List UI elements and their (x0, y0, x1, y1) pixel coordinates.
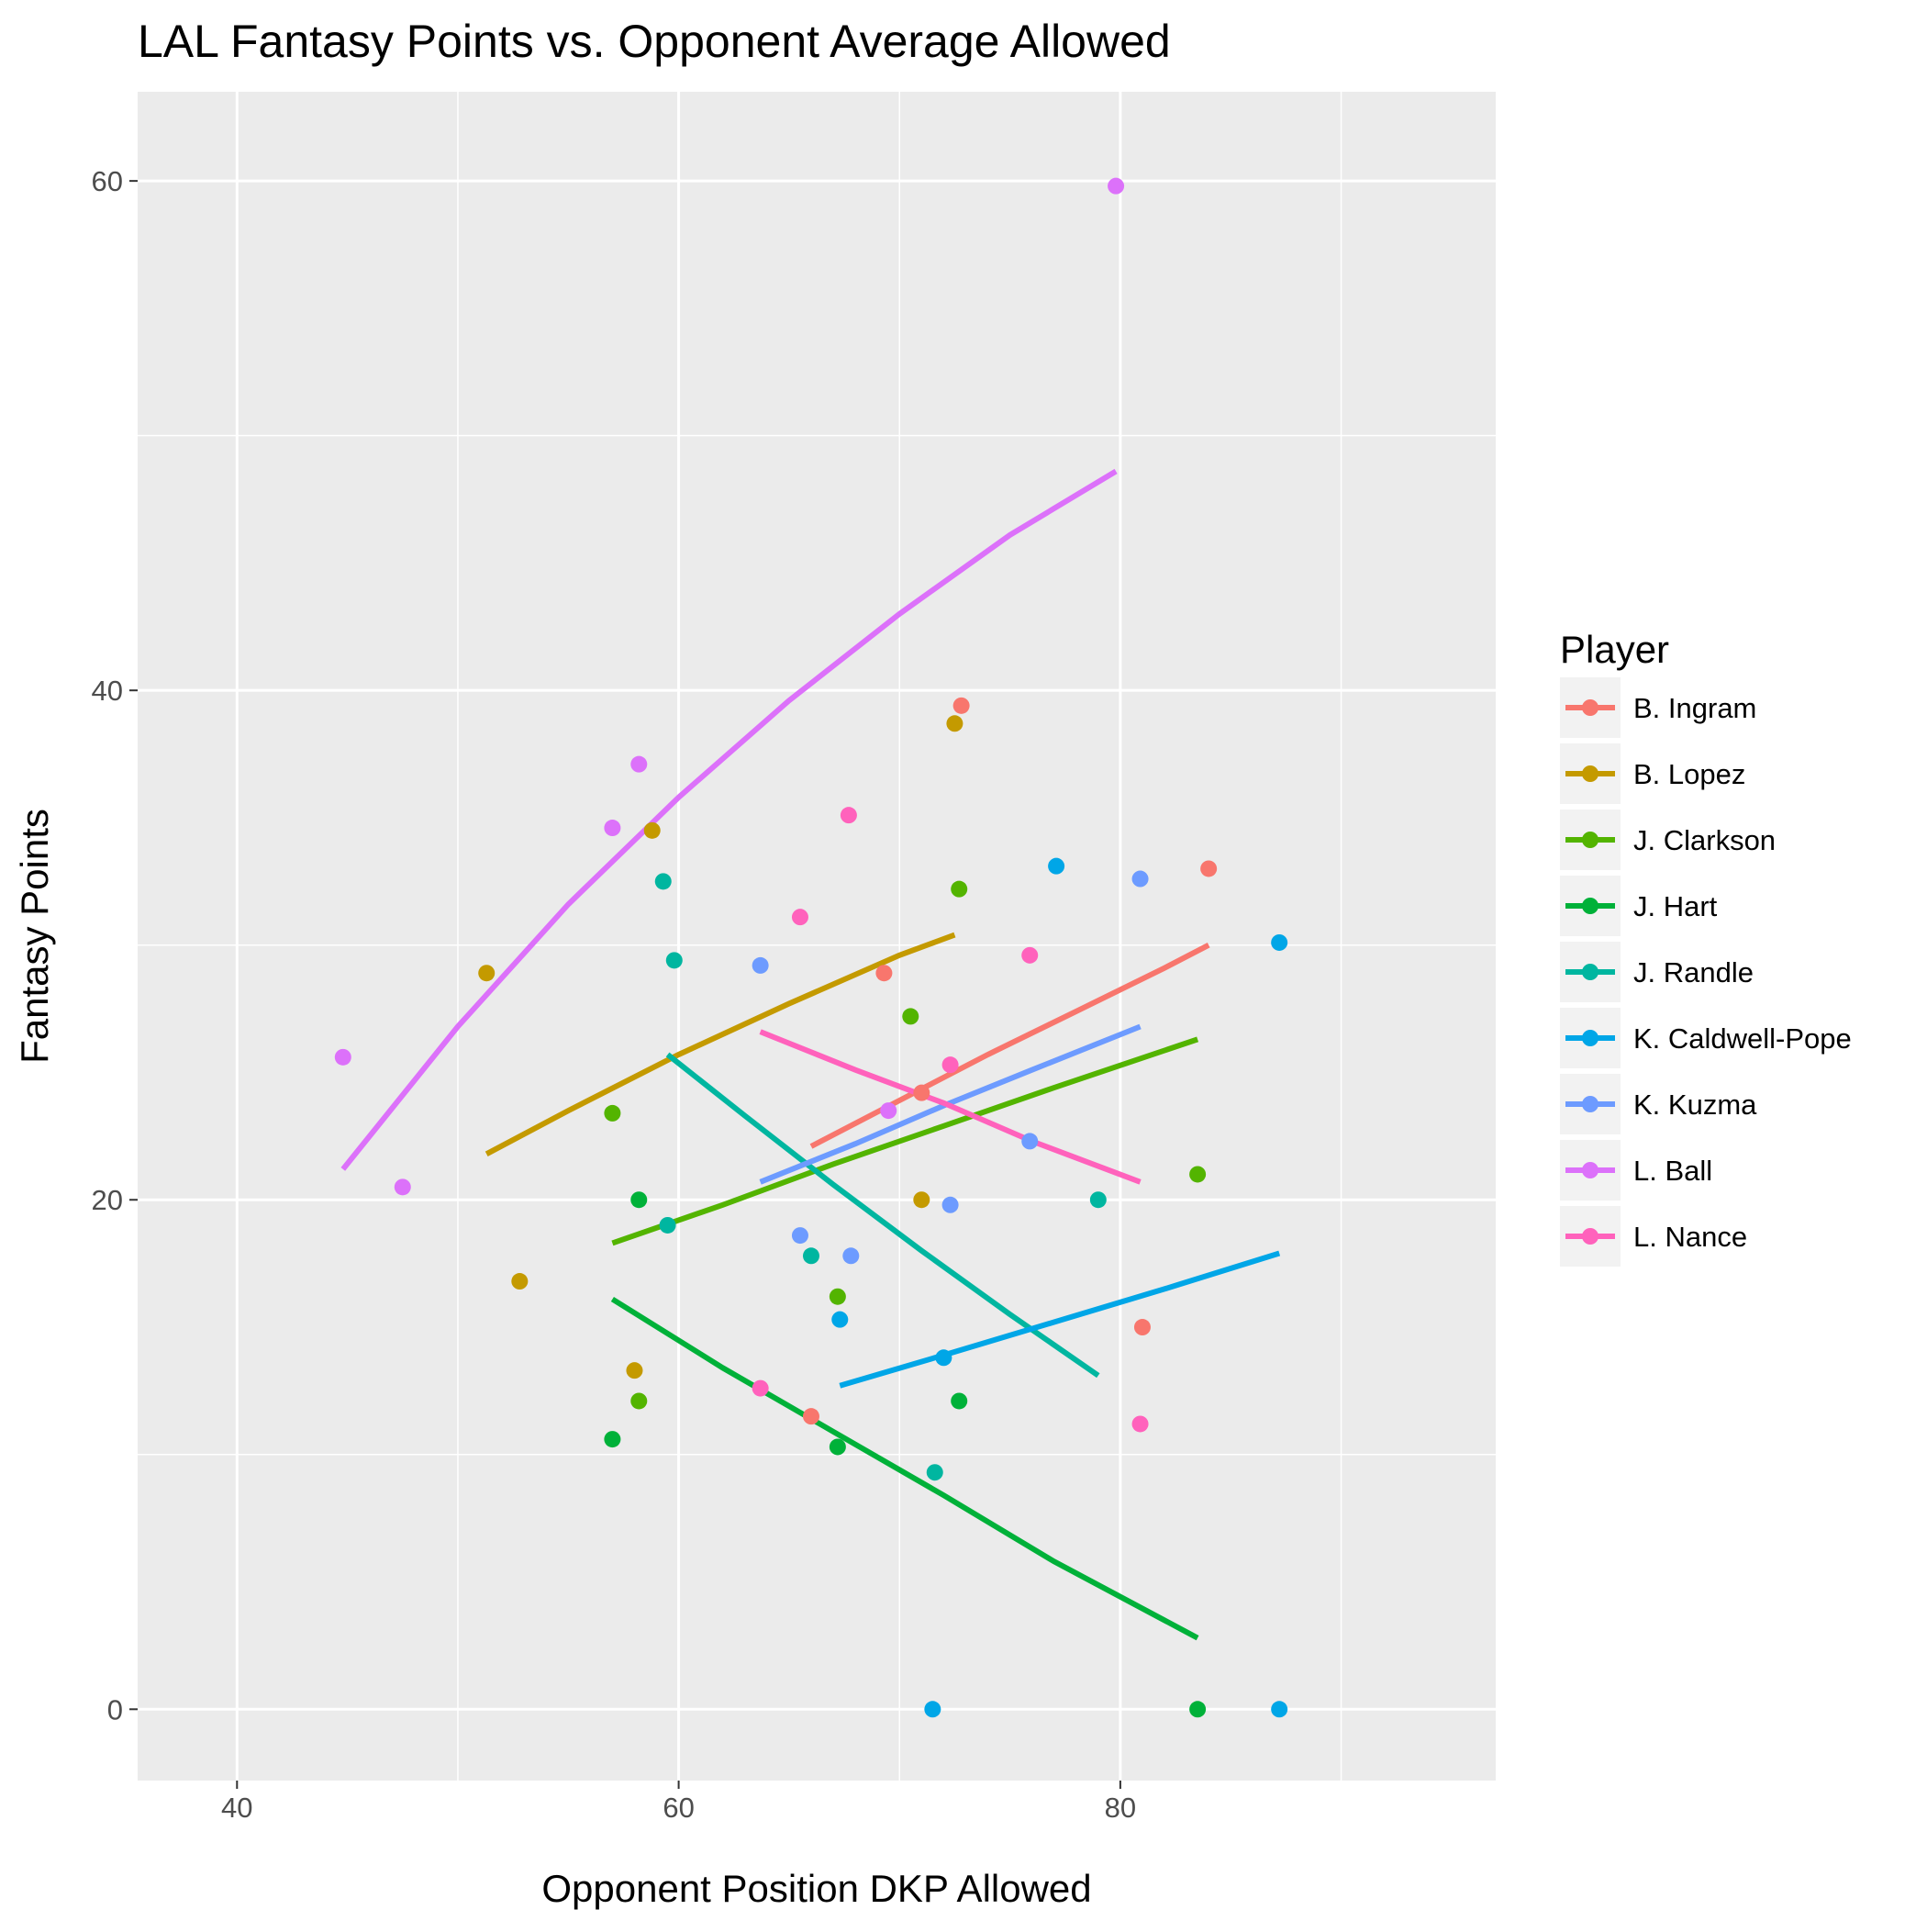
plot-panel (138, 92, 1496, 1781)
data-point (604, 1431, 621, 1448)
legend-key-point (1582, 1030, 1598, 1046)
data-point (630, 1392, 648, 1410)
data-point (946, 715, 964, 732)
data-point (1271, 933, 1288, 951)
trend-line (839, 1250, 1281, 1389)
data-point (752, 1379, 769, 1397)
data-point (941, 1196, 959, 1213)
legend-key-point (1582, 964, 1598, 980)
data-point (791, 909, 808, 926)
data-point (654, 873, 672, 890)
data-point (478, 965, 496, 982)
chart-title: LAL Fantasy Points vs. Opponent Average … (138, 16, 1171, 67)
data-point (926, 1464, 943, 1481)
data-point (1189, 1701, 1207, 1718)
data-point (1108, 177, 1125, 195)
data-point (604, 1104, 621, 1122)
y-axis-label: Fantasy Points (13, 809, 56, 1064)
legend-label: J. Hart (1633, 890, 1718, 922)
grid-layer (138, 92, 1496, 1781)
data-point (902, 1008, 919, 1025)
data-point (1021, 946, 1039, 964)
data-point (913, 1084, 930, 1101)
data-point (1133, 1319, 1151, 1336)
legend-label: K. Kuzma (1633, 1089, 1757, 1121)
data-point (941, 1056, 959, 1074)
x-tick-label: 40 (221, 1792, 252, 1824)
data-point (626, 1362, 643, 1379)
data-point (1089, 1191, 1107, 1209)
data-point (935, 1349, 952, 1367)
data-points (334, 177, 1288, 1718)
data-point (752, 956, 769, 974)
data-point (1200, 860, 1218, 877)
data-point (1131, 1415, 1149, 1433)
legend-label: B. Ingram (1633, 692, 1756, 724)
data-point (829, 1288, 846, 1305)
data-point (840, 807, 857, 824)
data-point (659, 1216, 676, 1234)
trend-line (610, 1296, 1199, 1641)
trend-line (485, 932, 956, 1156)
data-point (880, 1102, 897, 1120)
data-point (952, 697, 970, 714)
legend-key-point (1582, 1162, 1598, 1178)
legend-label: L. Nance (1633, 1221, 1747, 1253)
data-point (924, 1701, 941, 1718)
data-point (791, 1227, 808, 1245)
legend: Player B. Ingram B. Lopez J. Clarkson J. Ha… (1560, 628, 1852, 1267)
legend-label: J. Clarkson (1633, 824, 1776, 856)
x-tick-label: 80 (1105, 1792, 1136, 1824)
legend-key-point (1582, 832, 1598, 848)
y-tick-label: 60 (92, 165, 123, 197)
legend-key-point (1582, 898, 1598, 914)
trend-line (665, 1052, 1100, 1379)
data-point (802, 1408, 819, 1425)
y-tick-label: 0 (107, 1693, 123, 1725)
data-point (875, 965, 893, 982)
data-point (842, 1247, 860, 1265)
data-point (831, 1311, 849, 1328)
data-point (630, 755, 648, 773)
data-point (1048, 857, 1065, 875)
x-axis-label: Opponent Position DKP Allowed (541, 1867, 1091, 1910)
legend-title: Player (1560, 628, 1669, 671)
y-tick-label: 20 (92, 1184, 123, 1216)
data-point (1021, 1133, 1039, 1150)
y-tick-label: 40 (92, 675, 123, 707)
data-point (951, 880, 968, 898)
data-point (913, 1191, 930, 1209)
data-point (665, 952, 683, 969)
axes: 40 60 80 0 20 40 60 (92, 165, 1137, 1824)
data-point (604, 820, 621, 837)
data-point (951, 1392, 968, 1410)
data-point (511, 1273, 529, 1290)
legend-label: K. Caldwell-Pope (1633, 1022, 1852, 1055)
data-point (643, 821, 661, 839)
data-point (334, 1048, 351, 1066)
data-point (802, 1247, 819, 1265)
legend-label: J. Randle (1633, 956, 1754, 988)
trend-line (759, 1029, 1142, 1185)
legend-label: B. Lopez (1633, 758, 1745, 790)
data-point (630, 1191, 648, 1209)
trend-line (340, 468, 1118, 1171)
trend-lines (340, 468, 1281, 1641)
legend-label: L. Ball (1633, 1155, 1712, 1187)
x-tick-label: 60 (663, 1792, 694, 1824)
trend-line (611, 1036, 1199, 1246)
legend-key-point (1582, 699, 1598, 716)
data-point (1271, 1701, 1288, 1718)
data-point (829, 1438, 846, 1456)
legend-key-point (1582, 1096, 1598, 1112)
legend-key-point (1582, 1228, 1598, 1245)
data-point (394, 1178, 411, 1196)
data-point (1189, 1166, 1207, 1183)
legend-key-point (1582, 765, 1598, 782)
data-point (1131, 870, 1149, 888)
